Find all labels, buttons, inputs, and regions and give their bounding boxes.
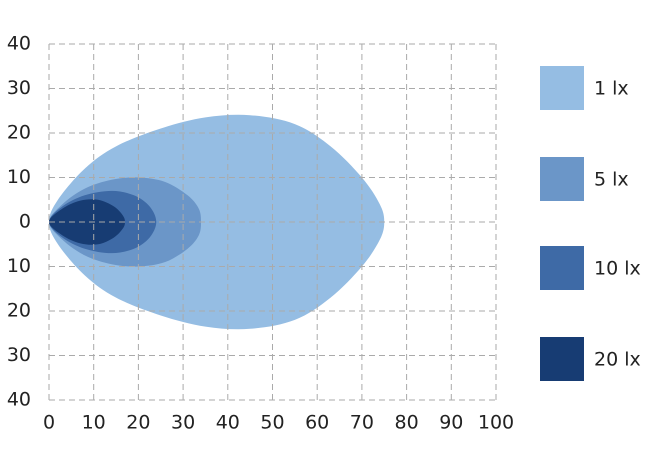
legend-label: 20 lx	[594, 349, 641, 371]
x-tick-label: 100	[478, 412, 514, 434]
legend-swatch	[540, 246, 584, 290]
y-tick-label: 40	[7, 389, 31, 411]
y-tick-label: 10	[7, 166, 31, 188]
x-tick-label: 20	[126, 412, 150, 434]
x-tick-label: 30	[171, 412, 195, 434]
x-tick-label: 50	[260, 412, 284, 434]
legend-label: 5 lx	[594, 169, 629, 191]
x-tick-label: 90	[439, 412, 463, 434]
legend-label: 10 lx	[594, 258, 641, 280]
legend-swatch	[540, 66, 584, 110]
legend-swatch	[540, 337, 584, 381]
x-tick-label: 80	[395, 412, 419, 434]
y-tick-label: 20	[7, 122, 31, 144]
isolux-area	[49, 114, 385, 330]
y-tick-label: 30	[7, 344, 31, 366]
y-tick-label: 30	[7, 77, 31, 99]
x-tick-label: 40	[216, 412, 240, 434]
legend-label: 1 lx	[594, 78, 629, 100]
legend-swatch	[540, 157, 584, 201]
y-tick-label: 10	[7, 255, 31, 277]
y-tick-label: 20	[7, 300, 31, 322]
x-tick-label: 70	[350, 412, 374, 434]
x-tick-label: 10	[82, 412, 106, 434]
x-tick-label: 0	[43, 412, 55, 434]
x-tick-label: 60	[305, 412, 329, 434]
y-tick-label: 0	[19, 211, 31, 233]
y-tick-label: 40	[7, 33, 31, 55]
isolux-area	[49, 199, 125, 245]
